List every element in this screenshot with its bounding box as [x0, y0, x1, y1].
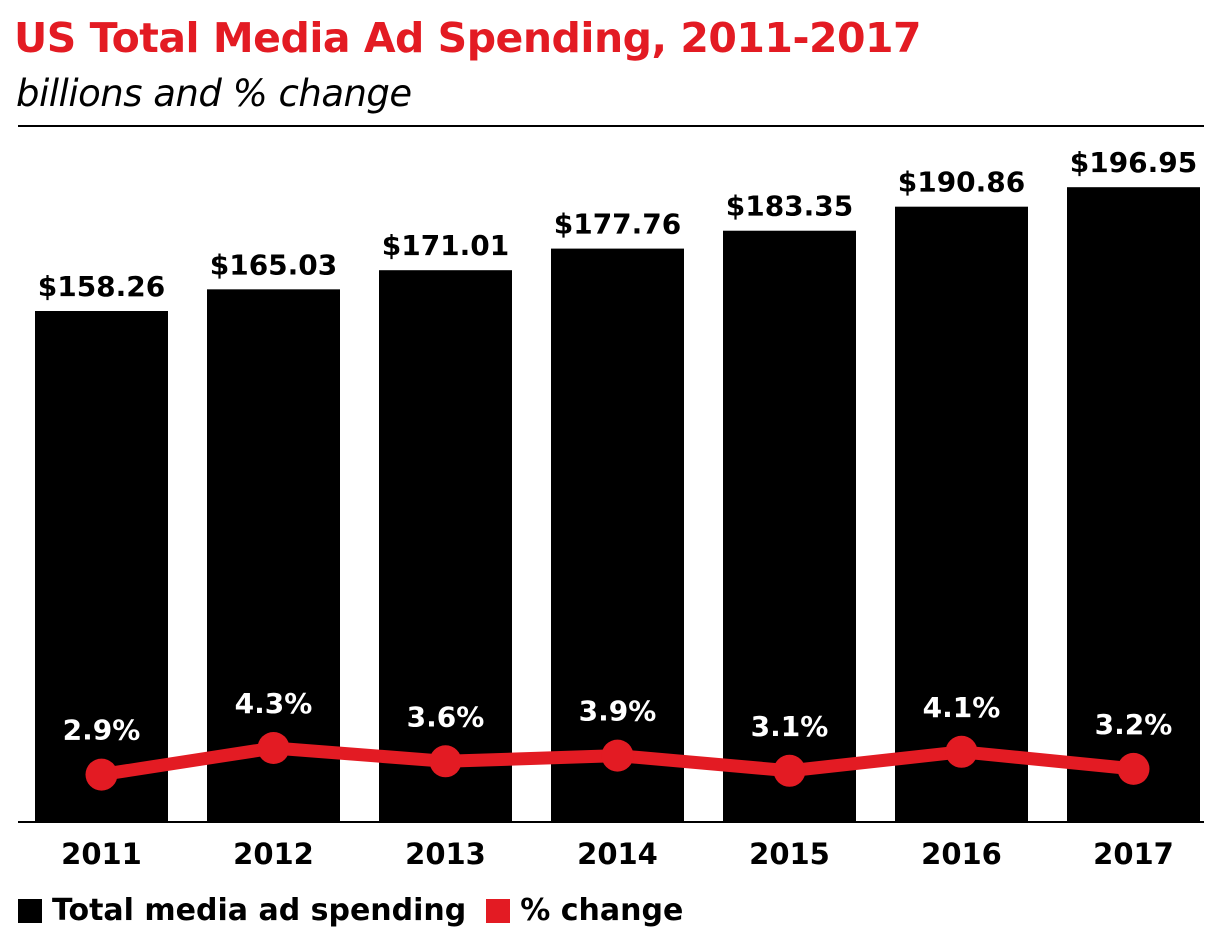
legend-item-spending: Total media ad spending: [18, 893, 466, 928]
bar-2013: [379, 270, 512, 822]
legend-label-change: % change: [520, 893, 684, 928]
bar-value-label-2012: $165.03: [210, 248, 338, 281]
bar-2016: [895, 206, 1028, 822]
pct-point-2013: [429, 745, 462, 778]
bar-value-label-2014: $177.76: [554, 208, 682, 241]
pct-label-2013: 3.6%: [407, 700, 485, 733]
bar-value-label-2016: $190.86: [898, 166, 1026, 199]
pct-point-2011: [85, 758, 118, 791]
pct-label-2011: 2.9%: [63, 714, 141, 747]
pct-label-2017: 3.2%: [1095, 708, 1173, 741]
x-tick-2011: 2011: [61, 837, 142, 871]
pct-point-2012: [257, 732, 290, 764]
legend: Total media ad spending % change: [18, 893, 703, 928]
bar-value-label-2011: $158.26: [38, 270, 166, 303]
x-tick-2016: 2016: [921, 837, 1002, 871]
bar-value-label-2015: $183.35: [726, 190, 854, 223]
x-tick-2014: 2014: [577, 837, 658, 871]
legend-swatch-spending: [18, 898, 42, 923]
pct-point-2017: [1117, 752, 1150, 785]
pct-label-2016: 4.1%: [923, 691, 1001, 724]
bar-value-label-2013: $171.01: [382, 229, 510, 262]
x-tick-2015: 2015: [749, 837, 830, 871]
pct-label-2012: 4.3%: [235, 687, 313, 720]
legend-swatch-change: [486, 898, 511, 923]
x-tick-2013: 2013: [405, 837, 486, 871]
pct-label-2015: 3.1%: [751, 710, 829, 743]
bar-2014: [551, 248, 684, 823]
legend-label-spending: Total media ad spending: [52, 893, 467, 928]
bar-2017: [1067, 187, 1200, 822]
bar-2011: [35, 311, 168, 822]
chart-title: US Total Media Ad Spending, 2011-2017: [14, 14, 922, 62]
bar-value-label-2017: $196.95: [1070, 146, 1198, 179]
pct-point-2015: [773, 754, 806, 787]
legend-item-change: % change: [486, 893, 683, 928]
bar-2015: [723, 230, 856, 822]
x-tick-2012: 2012: [233, 837, 314, 871]
pct-point-2014: [601, 739, 634, 772]
chart-subtitle: billions and % change: [16, 72, 412, 115]
x-tick-2017: 2017: [1093, 837, 1174, 871]
pct-label-2014: 3.9%: [579, 695, 657, 728]
pct-point-2016: [945, 735, 978, 768]
